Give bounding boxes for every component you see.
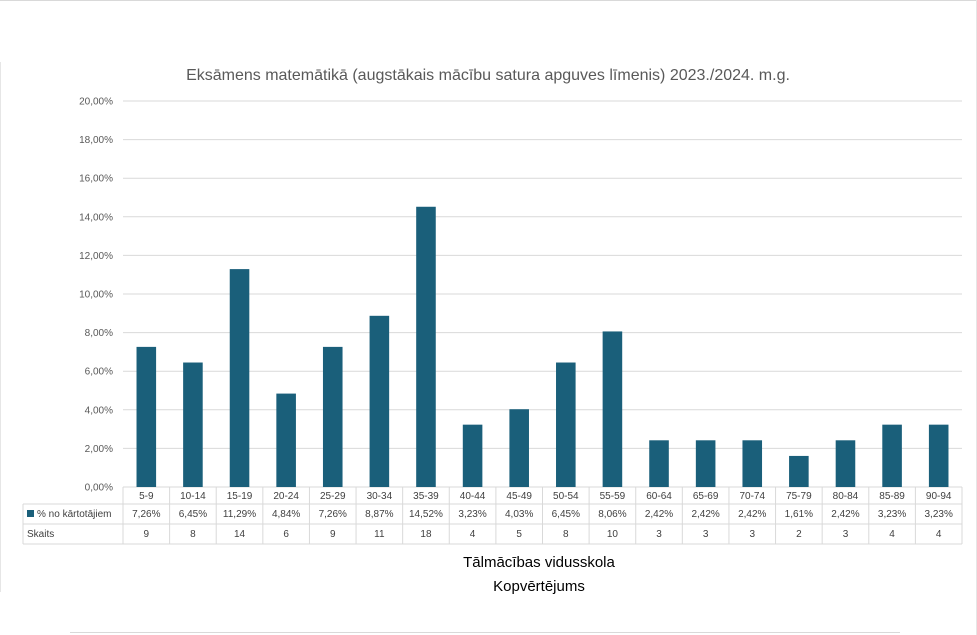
table-row-name: Skaits (27, 529, 54, 540)
y-tick-label: 18,00% (79, 135, 113, 146)
y-axis: 0,00% 2,00% 4,00% 6,00% 8,00% 10,00% 12,00% 14,… (79, 97, 113, 494)
category-tick-label: 80-84 (833, 491, 859, 502)
data-label: 2,42% (645, 509, 673, 520)
category-tick-label: 70-74 (739, 491, 765, 502)
category-tick-label: 25-29 (320, 491, 346, 502)
category-tick-label: 65-69 (693, 491, 719, 502)
count-label: 11 (374, 529, 385, 540)
data-label: 8,06% (598, 509, 626, 520)
category-tick-label: 10-14 (180, 491, 206, 502)
bar-75-79 (789, 455, 809, 487)
count-label: 10 (607, 529, 619, 540)
data-label: 3,23% (458, 509, 486, 520)
data-label: 4,84% (272, 509, 300, 520)
count-label: 3 (749, 529, 755, 540)
frame-top-border (0, 0, 977, 1)
data-label: 3,23% (878, 509, 906, 520)
data-label: 2,42% (738, 509, 766, 520)
y-tick-label: 10,00% (79, 290, 113, 301)
category-tick-label: 20-24 (273, 491, 299, 502)
category-tick-label: 50-54 (553, 491, 579, 502)
count-label: 9 (144, 529, 150, 540)
count-label: 14 (234, 529, 246, 540)
category-tick-label: 60-64 (646, 491, 672, 502)
bar-60-64 (649, 440, 669, 487)
count-label: 3 (843, 529, 849, 540)
count-label: 5 (516, 529, 522, 540)
category-tick-label: 75-79 (786, 491, 812, 502)
data-table: 5-9 10-14 15-19 20-24 25-29 30-34 35-39 40-44 45… (22, 487, 963, 545)
count-label: 3 (703, 529, 709, 540)
count-label: 4 (470, 529, 476, 540)
category-tick-label: 15-19 (227, 491, 253, 502)
count-label: 2 (796, 529, 802, 540)
count-label: 9 (330, 529, 336, 540)
bar-25-29 (322, 346, 343, 487)
frame-left-border (0, 62, 1, 592)
legend-key (27, 510, 34, 517)
chart-title: Eksāmens matemātikā (augstākais mācību s… (186, 67, 790, 84)
data-label: 7,26% (319, 509, 347, 520)
bar-5-9 (136, 346, 157, 487)
category-tick-label: 40-44 (460, 491, 486, 502)
bar-50-54 (556, 362, 576, 487)
data-label: 2,42% (831, 509, 859, 520)
data-label: 14,52% (409, 509, 443, 520)
y-tick-label: 4,00% (85, 405, 113, 416)
bar-80-84 (835, 440, 856, 487)
data-label: 7,26% (132, 509, 160, 520)
data-label: 8,87% (365, 509, 393, 520)
data-label: 11,29% (223, 509, 256, 520)
y-tick-label: 16,00% (79, 174, 113, 185)
data-label: 6,45% (552, 509, 580, 520)
category-label-school: Tālmācības vidusskola (463, 554, 615, 571)
bar-10-14 (183, 362, 203, 487)
y-tick-label: 8,00% (85, 328, 113, 339)
count-label: 6 (283, 529, 289, 540)
bar-55-59 (602, 331, 623, 487)
bar-65-69 (695, 440, 716, 487)
bar-90-94 (928, 424, 949, 487)
category-tick-label: 90-94 (926, 491, 952, 502)
count-label: 8 (563, 529, 569, 540)
bar-30-34 (369, 315, 390, 487)
y-tick-label: 6,00% (85, 367, 113, 378)
count-label: 3 (656, 529, 662, 540)
y-tick-label: 20,00% (79, 97, 113, 108)
count-label: 4 (936, 529, 942, 540)
count-label: 4 (889, 529, 895, 540)
data-label: 2,42% (691, 509, 719, 520)
frame-bottom-border (70, 632, 900, 633)
data-label: 3,23% (925, 509, 953, 520)
data-label: 4,03% (505, 509, 533, 520)
bar-20-24 (276, 393, 296, 487)
data-label: 6,45% (179, 509, 207, 520)
category-tick-label: 45-49 (506, 491, 532, 502)
y-tick-label: 12,00% (79, 251, 113, 262)
y-tick-label: 14,00% (79, 212, 113, 223)
category-tick-label: 5-9 (139, 491, 154, 502)
category-tick-label: 30-34 (367, 491, 393, 502)
category-label-overall: Kopvērtējums (493, 578, 585, 595)
category-tick-label: 85-89 (879, 491, 905, 502)
bar-45-49 (509, 409, 529, 487)
category-tick-label: 35-39 (413, 491, 439, 502)
bar-40-44 (462, 424, 483, 487)
bars (136, 206, 949, 487)
series-name: % no kārtotājiem (37, 509, 111, 520)
category-tick-label: 55-59 (600, 491, 626, 502)
bar-15-19 (229, 269, 250, 487)
y-tick-label: 2,00% (85, 444, 113, 455)
count-label: 8 (190, 529, 196, 540)
bar-70-74 (742, 440, 763, 487)
bar-85-89 (882, 424, 902, 487)
bar-35-39 (416, 206, 436, 487)
data-label: 1,61% (785, 509, 813, 520)
count-label: 18 (420, 529, 432, 540)
y-tick-label: 0,00% (85, 483, 113, 494)
